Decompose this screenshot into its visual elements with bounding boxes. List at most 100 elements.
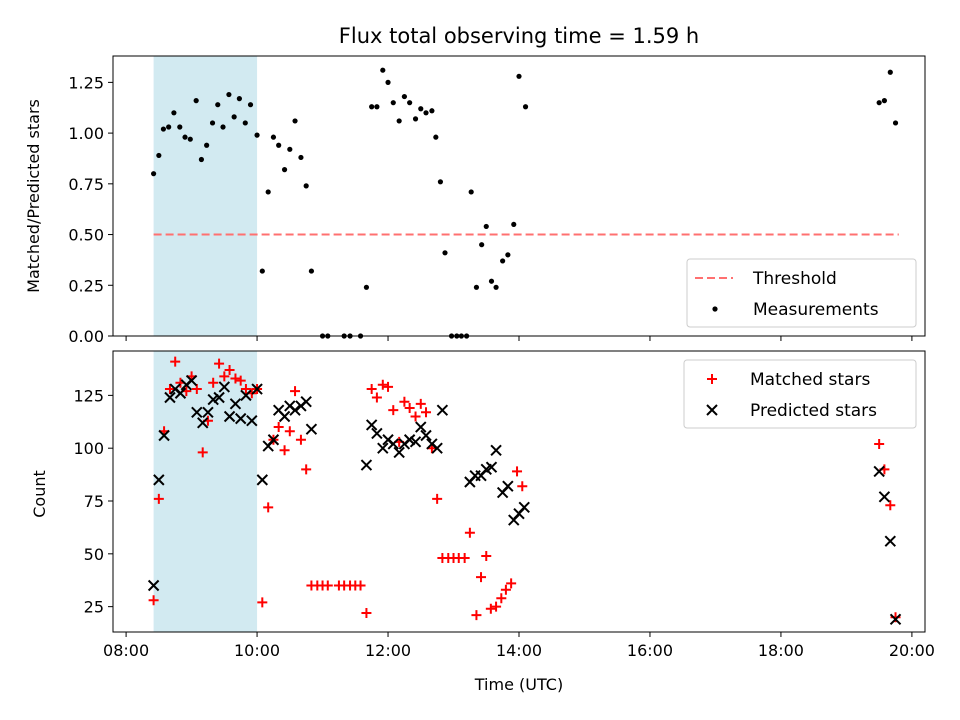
measurement-point xyxy=(265,189,271,195)
predicted-stars-point xyxy=(147,579,160,592)
x-axis-label: Time (UTC) xyxy=(474,675,563,694)
predicted-stars-point xyxy=(393,446,405,459)
y-tick-label: 100 xyxy=(73,439,104,458)
count-panel: 08:00 10:00 12:00 14:00 16:00 18:00 20:00 25 50 7… xyxy=(73,350,935,660)
measurement-point xyxy=(204,142,210,148)
matched-stars-point xyxy=(361,607,372,618)
matched-stars-point xyxy=(371,392,382,403)
measurement-point xyxy=(270,134,277,140)
matched-stars-point xyxy=(491,601,502,612)
matched-stars-point xyxy=(874,438,885,449)
predicted-stars-point xyxy=(889,613,902,626)
matched-stars-point xyxy=(208,377,219,388)
x-tick-label: 12:00 xyxy=(365,641,411,660)
measurement-point xyxy=(247,102,254,108)
matched-stars-point xyxy=(257,597,268,608)
measurement-point xyxy=(254,132,260,138)
matched-stars-point xyxy=(464,527,475,538)
predicted-stars-point xyxy=(377,442,389,454)
ratio-panel: 0.00 0.25 0.50 0.75 1.00 1.25 Threshold Measure… xyxy=(68,55,926,346)
predicted-stars-point xyxy=(153,474,165,486)
predicted-stars-point xyxy=(164,391,176,404)
predicted-stars-point xyxy=(490,444,502,457)
measurement-point xyxy=(276,142,282,148)
matched-stars-point xyxy=(476,572,487,583)
matched-stars-point xyxy=(284,426,295,437)
matched-stars-point xyxy=(410,411,421,422)
predicted-stars-point xyxy=(518,501,530,514)
matched-stars-point xyxy=(415,398,426,409)
legend-entry-label: Matched stars xyxy=(750,370,870,390)
measurement-point xyxy=(182,134,188,140)
matched-stars-point xyxy=(459,553,470,564)
measurement-point xyxy=(522,104,529,110)
measurement-point xyxy=(259,268,265,274)
measurement-point xyxy=(156,152,162,159)
measurement-point xyxy=(308,268,315,274)
matched-stars-point xyxy=(322,580,333,591)
observing-window-shade xyxy=(153,56,258,336)
y-tick-label: 1.00 xyxy=(68,124,104,143)
measurement-point xyxy=(215,102,221,108)
legend-entry-label: Predicted stars xyxy=(750,401,877,421)
measurement-point xyxy=(380,67,386,73)
matched-stars-point xyxy=(191,384,202,395)
measurement-point xyxy=(287,146,293,152)
y-tick-label: 75 xyxy=(84,492,104,511)
predicted-stars-point xyxy=(878,491,891,503)
measurement-point xyxy=(187,136,193,142)
predicted-stars-point xyxy=(884,535,897,547)
x-tick-label: 20:00 xyxy=(889,641,935,660)
measurement-point xyxy=(236,96,242,102)
matched-stars-point xyxy=(235,375,246,386)
measurement-point xyxy=(193,98,199,104)
y-tick-label: 50 xyxy=(84,545,104,564)
predicted-stars-point xyxy=(485,461,498,473)
measurement-point xyxy=(220,124,226,130)
measurement-point xyxy=(887,69,893,75)
x-tick-label: 18:00 xyxy=(758,641,804,660)
legend-box xyxy=(686,258,917,328)
legend-matched-swatch xyxy=(707,374,717,384)
matched-stars-point xyxy=(485,603,496,614)
measurement-point xyxy=(407,100,413,106)
predicted-stars-point xyxy=(305,423,318,435)
measurement-point xyxy=(198,156,205,163)
matched-stars-point xyxy=(164,384,175,395)
predicted-stars-point xyxy=(229,398,242,410)
matched-stars-point xyxy=(214,358,225,369)
predicted-stars-point xyxy=(409,436,422,448)
legend-box xyxy=(683,359,917,429)
measurement-point xyxy=(396,118,402,124)
matched-stars-point xyxy=(295,434,306,445)
legend-entry-label: Measurements xyxy=(753,300,879,320)
matched-stars-point xyxy=(240,384,251,395)
matched-stars-point xyxy=(512,466,523,477)
chart-title: Flux total observing time = 1.59 h xyxy=(339,24,699,48)
predicted-stars-point xyxy=(246,415,258,427)
measurement-point xyxy=(281,167,288,173)
matched-stars-point xyxy=(404,403,415,414)
measurement-point xyxy=(881,98,888,104)
matched-stars-point xyxy=(170,356,181,367)
x-tick-label: 14:00 xyxy=(496,641,542,660)
predicted-stars-point xyxy=(436,404,449,416)
matched-stars-point xyxy=(517,481,528,492)
x-tick-label: 08:00 xyxy=(103,641,149,660)
predicted-stars-point xyxy=(420,429,432,442)
matched-stars-point xyxy=(219,371,230,382)
matched-stars-point xyxy=(301,464,312,475)
matched-stars-point xyxy=(383,381,394,392)
predicted-stars-point xyxy=(223,410,236,423)
measurement-point xyxy=(505,252,511,258)
matched-stars-point xyxy=(432,493,443,504)
y-tick-label: 0.00 xyxy=(68,327,104,346)
matched-stars-point xyxy=(496,593,507,604)
matched-stars-point xyxy=(481,550,492,561)
predicted-stars-point xyxy=(873,465,885,478)
y-tick-label: 25 xyxy=(84,598,104,617)
measurement-point xyxy=(516,73,522,79)
predicted-stars-point xyxy=(267,434,280,446)
y-tick-label: 0.25 xyxy=(68,276,104,295)
